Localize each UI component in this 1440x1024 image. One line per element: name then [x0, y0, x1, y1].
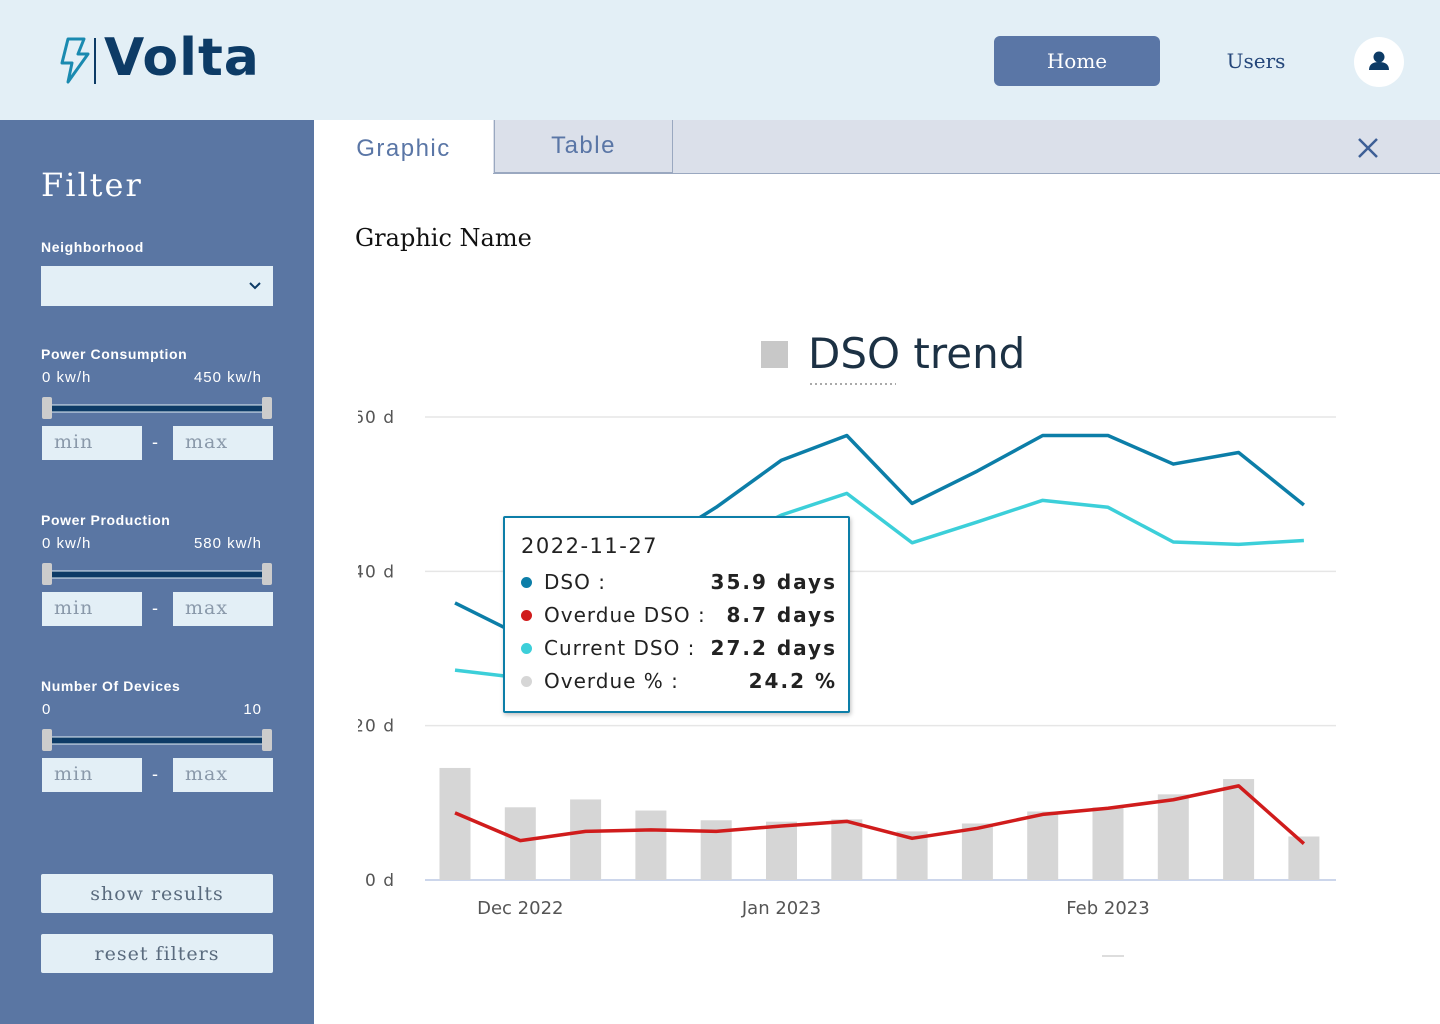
min-input[interactable]: min: [42, 758, 142, 792]
y-tick-label: 60 d: [358, 408, 395, 428]
neighborhood-label: Neighborhood: [41, 239, 144, 255]
x-tick-label: Dec 2022: [477, 898, 563, 919]
y-tick-label: 20 d: [358, 717, 395, 737]
max-input[interactable]: max: [173, 426, 273, 460]
tooltip-date: 2022-11-27: [521, 534, 659, 558]
range-max-label: 450 kw/h: [193, 369, 262, 386]
slider: [42, 396, 274, 420]
legend-symbol: [761, 341, 788, 368]
show-results[interactable]: show results: [41, 874, 273, 913]
tooltip-row: Overdue % : 24.2 %: [521, 666, 837, 696]
nav-users[interactable]: Users: [1226, 49, 1286, 73]
x-tick-label: Jan 2023: [741, 898, 821, 919]
tooltip-dot: [521, 609, 532, 621]
line: [454, 784, 1306, 846]
tooltip-label: Current DSO :: [544, 636, 696, 660]
range-min-label: 0: [42, 701, 52, 718]
y-tick-label: 40 d: [358, 562, 395, 582]
avatar[interactable]: [1354, 37, 1404, 87]
tooltip-label: Overdue % :: [544, 669, 679, 693]
min-input[interactable]: min: [42, 592, 142, 626]
close[interactable]: [1357, 137, 1379, 159]
tooltip-label: Overdue DSO :: [544, 603, 706, 627]
range-label: Number Of Devices: [41, 678, 181, 694]
bar: [1092, 807, 1124, 880]
bar: [1157, 794, 1189, 880]
tooltip-value: 8.7 days: [726, 603, 837, 627]
bar: [635, 810, 667, 880]
max-input[interactable]: max: [173, 758, 273, 792]
range-separator: -: [152, 598, 158, 618]
bar: [504, 807, 536, 880]
range-separator: -: [152, 764, 158, 784]
graphic-name: Graphic Name: [355, 224, 532, 252]
bar: [766, 821, 797, 880]
tooltip-dot: [521, 642, 532, 654]
tabs: Graphic Table: [314, 120, 1440, 174]
range-label: Power Consumption: [41, 346, 188, 362]
range-separator: -: [152, 432, 158, 452]
tab-table[interactable]: Table: [494, 120, 673, 173]
tab-graphic[interactable]: Graphic: [314, 120, 493, 174]
range-min-label: 0 kw/h: [42, 535, 92, 552]
tooltip-value: 35.9 days: [710, 570, 837, 594]
y-tick-label: 0 d: [365, 871, 395, 891]
bar: [439, 767, 471, 880]
slider: [42, 562, 274, 586]
nav-home[interactable]: Home: [994, 36, 1160, 86]
slider: [42, 728, 274, 752]
tooltip-value: 27.2 days: [710, 636, 837, 660]
max-input[interactable]: max: [173, 592, 273, 626]
tooltip-row: Current DSO : 27.2 days: [521, 633, 837, 663]
reset-filters[interactable]: reset filters: [41, 934, 273, 973]
header: Volta Home Users: [0, 0, 1440, 120]
tooltip-value: 24.2 %: [748, 669, 837, 693]
tooltip-dot: [521, 576, 532, 588]
x-tick-label: Feb 2023: [1066, 898, 1149, 919]
range-max-label: 10: [243, 701, 262, 718]
tooltip-row: DSO : 35.9 days: [521, 567, 837, 597]
tooltip-row: Overdue DSO : 8.7 days: [521, 600, 837, 630]
bar: [961, 823, 993, 880]
sidebar: Filter Neighborhood show results reset f…: [0, 120, 314, 1024]
bar: [831, 819, 863, 880]
logo-icon: [60, 37, 96, 84]
chart-title: DSO trend: [808, 329, 1025, 378]
tooltip-label: DSO :: [544, 570, 606, 594]
bar: [1027, 811, 1059, 880]
range-label: Power Production: [41, 512, 171, 528]
range-max-label: 580 kw/h: [193, 535, 262, 552]
min-input[interactable]: min: [42, 426, 142, 460]
filter-title: Filter: [41, 166, 143, 204]
range-min-label: 0 kw/h: [42, 369, 92, 386]
tooltip: 2022-11-27 DSO : 35.9 days Overdue DSO : 8.…: [503, 516, 850, 713]
tooltip-dot: [521, 675, 532, 687]
logo: Volta: [104, 28, 260, 88]
bar: [570, 799, 602, 880]
neighborhood-select[interactable]: [41, 266, 273, 306]
